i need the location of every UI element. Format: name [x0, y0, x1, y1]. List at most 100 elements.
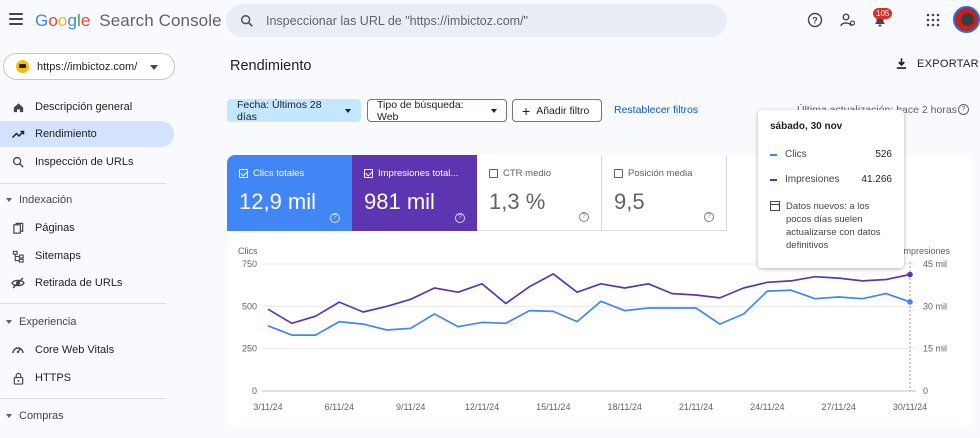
metric-average-position[interactable]: Posición media 9,5 ? — [602, 155, 727, 231]
logo-letter: l — [77, 11, 81, 30]
tooltip-row-value: 41.266 — [861, 174, 892, 185]
sidebar-item-overview[interactable]: Descripción general — [0, 94, 174, 120]
checkbox-checked-icon[interactable] — [364, 169, 373, 178]
download-icon — [896, 58, 907, 69]
tooltip-note-text: Datos nuevos: a los pocos días suelen ac… — [786, 201, 881, 251]
svg-text:?: ? — [812, 16, 818, 26]
metric-label: CTR medio — [503, 168, 552, 179]
chevron-down-icon — [150, 65, 158, 70]
sidebar-item-pages[interactable]: Páginas — [0, 215, 174, 241]
logo-letter: g — [67, 11, 78, 30]
info-icon[interactable]: ? — [958, 104, 969, 115]
metric-value: 9,5 — [614, 189, 645, 214]
tooltip-note: Datos nuevos: a los pocos días suelen ac… — [770, 200, 892, 252]
eye-off-icon — [11, 276, 25, 290]
trending-up-icon — [11, 127, 25, 141]
sidebar-item-label: Retirada de URLs — [35, 277, 123, 289]
metric-value: 1,3 % — [489, 189, 546, 214]
section-title: Experiencia — [19, 316, 77, 328]
search-icon — [241, 14, 253, 27]
page-title: Rendimiento — [230, 58, 312, 74]
sidebar-item-url-inspection[interactable]: Inspección de URLs — [0, 149, 174, 175]
notification-count-badge: 105 — [873, 8, 893, 19]
tooltip-row-value: 526 — [875, 149, 892, 160]
metric-total-impressions[interactable]: Impresiones total... 981 mil ? — [352, 155, 477, 231]
metric-average-ctr[interactable]: CTR medio 1,3 % ? — [477, 155, 602, 231]
sidebar-item-label: Rendimiento — [35, 128, 97, 140]
main-menu-icon[interactable] — [9, 13, 23, 25]
sidebar-divider — [0, 183, 166, 184]
plus-icon: + — [522, 102, 531, 119]
chart-tooltip: sábado, 30 nov Clics 526 Impresiones 41.… — [758, 110, 904, 268]
sidebar-item-label: Páginas — [35, 222, 75, 234]
logo-letter: o — [57, 11, 68, 30]
export-button[interactable]: EXPORTAR — [895, 57, 979, 70]
search-console-logo[interactable]: Google Search Console — [35, 11, 222, 31]
metric-value: 12,9 mil — [239, 189, 317, 214]
search-type-label: Tipo de búsqueda: Web — [377, 98, 464, 123]
checkbox-unchecked-icon[interactable] — [614, 169, 623, 178]
help-icon[interactable]: ? — [579, 212, 589, 222]
tooltip-row-clicks: Clics 526 — [770, 149, 892, 160]
sidebar-item-label: Inspección de URLs — [35, 156, 134, 168]
series-swatch — [770, 153, 777, 156]
metric-label: Impresiones total... — [378, 168, 459, 179]
date-filter-chip[interactable]: Fecha: Últimos 28 días — [227, 98, 361, 123]
property-url: https://imbictoz.com/ — [37, 60, 138, 73]
url-inspection-search[interactable] — [226, 4, 727, 37]
collapse-arrow-icon — [6, 198, 12, 202]
property-selector[interactable]: https://imbictoz.com/ — [3, 53, 175, 80]
sidebar-divider — [0, 398, 166, 399]
sidebar-item-https[interactable]: HTTPS — [0, 365, 174, 391]
dropdown-arrow-icon — [345, 108, 351, 113]
metric-label: Clics totales — [253, 168, 305, 179]
sidebar-item-performance[interactable]: Rendimiento — [0, 121, 174, 147]
site-favicon-icon — [16, 60, 29, 73]
add-filter-label: Añadir filtro — [536, 104, 590, 117]
search-icon — [11, 155, 25, 169]
sidebar-divider — [0, 303, 166, 304]
metric-total-clicks[interactable]: Clics totales 12,9 mil ? — [227, 155, 352, 231]
section-title: Indexación — [19, 194, 73, 206]
series-swatch — [770, 178, 777, 181]
section-title: Compras — [19, 410, 64, 422]
sidebar-item-label: Core Web Vitals — [35, 344, 115, 356]
section-header-indexing[interactable]: Indexación — [0, 194, 72, 206]
sidebar-item-sitemaps[interactable]: Sitemaps — [0, 243, 174, 269]
dropdown-arrow-icon — [491, 108, 497, 113]
top-bar: Google Search Console ? 105 — [0, 0, 980, 44]
sidebar-item-removals[interactable]: Retirada de URLs — [0, 270, 174, 296]
help-icon[interactable]: ? — [330, 213, 340, 223]
sidebar-item-core-web-vitals[interactable]: Core Web Vitals — [0, 337, 174, 363]
add-filter-button[interactable]: + Añadir filtro — [512, 99, 602, 122]
sidebar-item-label: HTTPS — [35, 372, 72, 384]
section-header-shopping[interactable]: Compras — [0, 410, 64, 422]
reset-filters-link[interactable]: Restablecer filtros — [614, 104, 699, 116]
account-avatar[interactable] — [953, 6, 980, 33]
logo-letter: G — [35, 11, 49, 30]
help-icon[interactable]: ? — [455, 213, 465, 223]
date-filter-label: Fecha: Últimos 28 días — [237, 98, 322, 123]
gauge-icon — [11, 343, 25, 357]
sidebar-item-label: Descripción general — [35, 101, 133, 113]
tooltip-row-impressions: Impresiones 41.266 — [770, 174, 892, 185]
home-icon — [11, 100, 25, 114]
help-icon[interactable]: ? — [704, 212, 714, 222]
manage-users-icon[interactable] — [839, 11, 857, 29]
checkbox-unchecked-icon[interactable] — [489, 169, 498, 178]
checkbox-checked-icon[interactable] — [239, 169, 248, 178]
search-input[interactable] — [266, 13, 706, 28]
pages-icon — [11, 221, 25, 235]
sitemap-icon — [11, 249, 25, 263]
lock-icon — [11, 371, 25, 385]
help-icon[interactable]: ? — [806, 11, 824, 29]
tooltip-date: sábado, 30 nov — [770, 121, 843, 132]
export-label: EXPORTAR — [917, 57, 979, 70]
metric-value: 981 mil — [364, 189, 435, 214]
logo-product-name: Search Console — [99, 11, 222, 30]
apps-grid-icon[interactable] — [924, 11, 942, 29]
tooltip-row-label: Impresiones — [785, 174, 840, 185]
section-header-experience[interactable]: Experiencia — [0, 316, 76, 328]
metric-label: Posición media — [628, 168, 693, 179]
search-type-chip[interactable]: Tipo de búsqueda: Web — [367, 98, 507, 123]
